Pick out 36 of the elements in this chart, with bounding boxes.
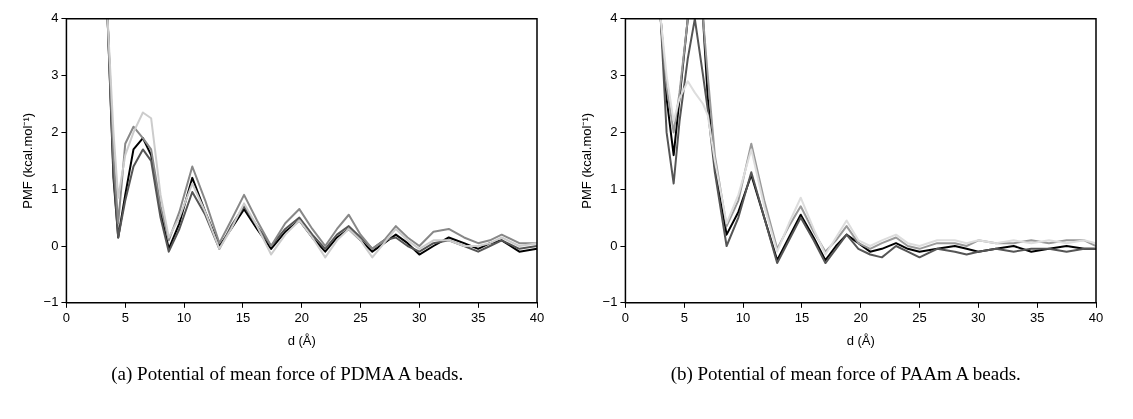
y-tick-label: 4 [609, 10, 618, 26]
y-tick-label: −1 [602, 294, 618, 310]
y-tick-label: 0 [609, 237, 618, 253]
y-tick-label: 3 [609, 67, 618, 83]
x-tick-label: 10 [177, 310, 192, 326]
x-tick-label: 15 [794, 310, 809, 326]
x-tick-label: 5 [680, 310, 688, 326]
y-axis-title: PMF (kcal.mol⁻¹) [20, 112, 36, 209]
x-tick-label: 5 [121, 310, 130, 326]
y-tick-label: 0 [51, 237, 59, 253]
y-axis-title: PMF (kcal.mol⁻¹) [579, 112, 595, 209]
x-axis-title: d (Å) [846, 332, 875, 348]
x-tick-label: 40 [530, 310, 545, 326]
x-tick-label: 0 [621, 310, 629, 326]
x-tick-label: 30 [970, 310, 986, 326]
y-tick-label: 3 [51, 67, 59, 83]
x-tick-label: 20 [294, 310, 310, 326]
x-tick-label: 25 [912, 310, 927, 326]
y-tick-label: 1 [609, 180, 618, 196]
y-tick-label: 1 [51, 180, 59, 196]
x-tick-label: 10 [735, 310, 751, 326]
x-tick-label: 20 [853, 310, 868, 326]
y-tick-label: −1 [43, 294, 59, 310]
x-axis-title: d (Å) [287, 332, 317, 348]
x-tick-label: 35 [1029, 310, 1045, 326]
x-tick-label: 30 [412, 310, 427, 326]
x-tick-label: 25 [353, 310, 369, 326]
y-tick-label: 2 [51, 123, 59, 139]
text: (a) Potential of mean force of PDMA A beads. [111, 363, 464, 385]
x-tick-label: 0 [63, 310, 71, 326]
x-tick-label: 15 [235, 310, 251, 326]
text: (b) Potential of mean force of PAAm A beads. [670, 363, 1021, 385]
x-tick-label: 40 [1088, 310, 1103, 326]
y-tick-label: 2 [609, 123, 618, 139]
x-tick-label: 35 [471, 310, 486, 326]
y-tick-label: 4 [51, 10, 59, 26]
